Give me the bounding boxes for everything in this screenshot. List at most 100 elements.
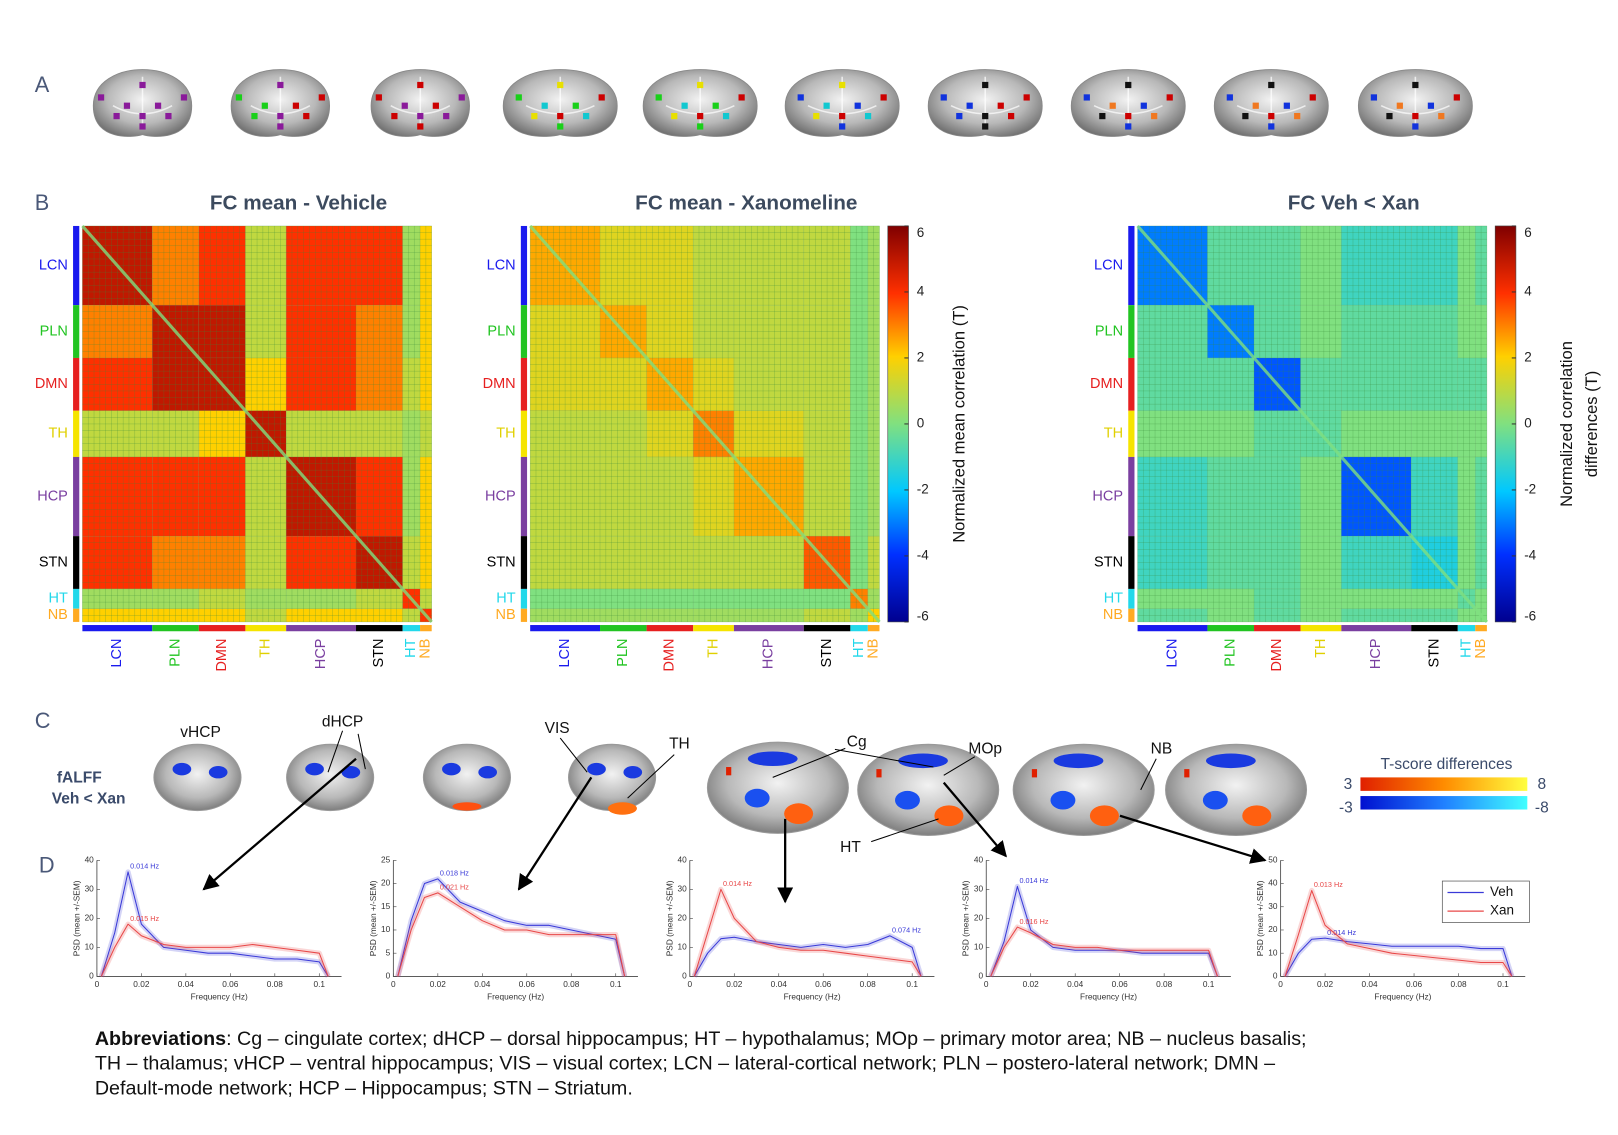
colorbar-label: differences (T) (1582, 371, 1601, 478)
roi-dot (1396, 102, 1403, 109)
network-label: HT (49, 591, 68, 607)
network-bar (1128, 536, 1135, 589)
roi-dot (515, 94, 522, 101)
network-label: TH (705, 639, 721, 658)
roi-dot (697, 123, 704, 130)
activation-blob (1031, 769, 1038, 778)
roi-dot (722, 112, 730, 120)
network-label: NB (48, 607, 68, 623)
roi-dot (139, 112, 146, 120)
network-bar (1207, 625, 1255, 632)
psd-line (100, 923, 329, 977)
chart-title: FC mean - Xanomeline (635, 192, 857, 215)
legend-label: Xan (1490, 903, 1514, 918)
roi-dot (671, 112, 678, 120)
activation-blob (898, 753, 948, 769)
network-bar (520, 410, 528, 457)
roi-dot (235, 94, 243, 101)
roi-dot (583, 112, 590, 120)
roi-dot (292, 102, 300, 109)
network-bar (693, 625, 734, 632)
x-tick-label: 0.06 (519, 979, 536, 989)
roi-dot (813, 112, 820, 120)
roi-dot (1386, 112, 1393, 120)
x-tick-label: 0.04 (1067, 979, 1084, 989)
roi-dot (123, 102, 131, 109)
activation-blob (587, 762, 606, 776)
activation-blob (478, 765, 498, 779)
peak-label: 0.014 Hz (130, 862, 159, 871)
activation-blob (1184, 769, 1190, 778)
psd-line (990, 926, 1219, 977)
roi-dot (417, 81, 424, 89)
heatmap-cell (1300, 588, 1342, 609)
network-label: HT (403, 638, 419, 657)
network-bar (530, 625, 601, 632)
x-axis-label: Frequency (Hz) (191, 991, 248, 1001)
x-tick-label: 0.08 (860, 979, 877, 989)
panel-label: D (39, 852, 55, 877)
x-tick-label: 0.04 (771, 979, 788, 989)
region-label: NB (1151, 741, 1173, 758)
roi-dot (1252, 102, 1259, 109)
colorbar-label: Normalized mean correlation (T) (950, 305, 969, 543)
network-bar (520, 357, 528, 411)
network-label: DMN (1269, 639, 1285, 672)
colorbar-tick-label: 4 (1524, 284, 1532, 299)
roi-dot (557, 123, 564, 130)
peak-label: 0.014 Hz (1019, 876, 1048, 885)
psd-line (693, 888, 922, 977)
colorbar-tick-label: -6 (917, 608, 929, 623)
activation-blob (1050, 790, 1076, 810)
roi-dot (1099, 112, 1106, 120)
axes (392, 860, 638, 977)
activation-blob (784, 803, 814, 825)
network-bar (520, 456, 528, 537)
x-tick-label: 0.06 (222, 979, 239, 989)
network-label: DMN (35, 376, 68, 392)
colorbar-end: -8 (1535, 800, 1549, 817)
heatmap-cell (850, 410, 868, 457)
network-bar (1300, 625, 1342, 632)
network-bar (420, 625, 432, 632)
network-label: LCN (109, 639, 125, 668)
x-axis-label: Frequency (Hz) (1080, 991, 1137, 1001)
roi-dot (1283, 102, 1290, 109)
y-tick-label: 30 (677, 884, 687, 894)
roi-dot (997, 102, 1004, 109)
network-bar (1128, 588, 1135, 609)
leader-line (357, 733, 366, 770)
roi-dot (1125, 112, 1132, 120)
peak-label: 0.014 Hz (1327, 928, 1356, 937)
network-label: LCN (1094, 257, 1123, 273)
network-bar (1475, 625, 1487, 632)
psd-line (1284, 889, 1513, 977)
roi-dot (557, 112, 564, 120)
y-tick-label: 50 (1268, 855, 1278, 865)
activation-blob (442, 762, 461, 776)
roi-dot (277, 81, 284, 89)
network-bar (73, 357, 80, 411)
network-label: LCN (39, 257, 68, 273)
roi-dot (261, 102, 268, 109)
roi-dot (391, 112, 398, 120)
network-label: LCN (557, 639, 573, 668)
network-bar (867, 625, 880, 632)
x-tick-label: 0.06 (1112, 979, 1129, 989)
y-axis-label: PSD (mean +/-SEM) (1255, 880, 1265, 956)
network-bar (73, 588, 80, 609)
roi-dot (113, 112, 120, 120)
activation-blob (1053, 753, 1104, 769)
psd-line (693, 935, 922, 977)
y-tick-label: 40 (974, 855, 984, 865)
colorbar-tick-label: 4 (917, 284, 925, 299)
roi-dot (1083, 94, 1090, 101)
y-tick-label: 40 (677, 855, 687, 865)
roi-dot (712, 102, 719, 109)
chart-title: FC Veh < Xan (1288, 192, 1420, 215)
network-label: STN (371, 639, 387, 668)
roi-dot (598, 94, 605, 101)
roi-dot (982, 81, 989, 89)
y-tick-label: 20 (1268, 924, 1278, 934)
network-label: HT (496, 591, 515, 607)
